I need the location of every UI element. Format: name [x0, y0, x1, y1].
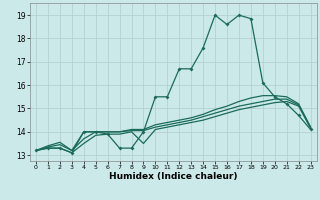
X-axis label: Humidex (Indice chaleur): Humidex (Indice chaleur) — [109, 172, 237, 181]
